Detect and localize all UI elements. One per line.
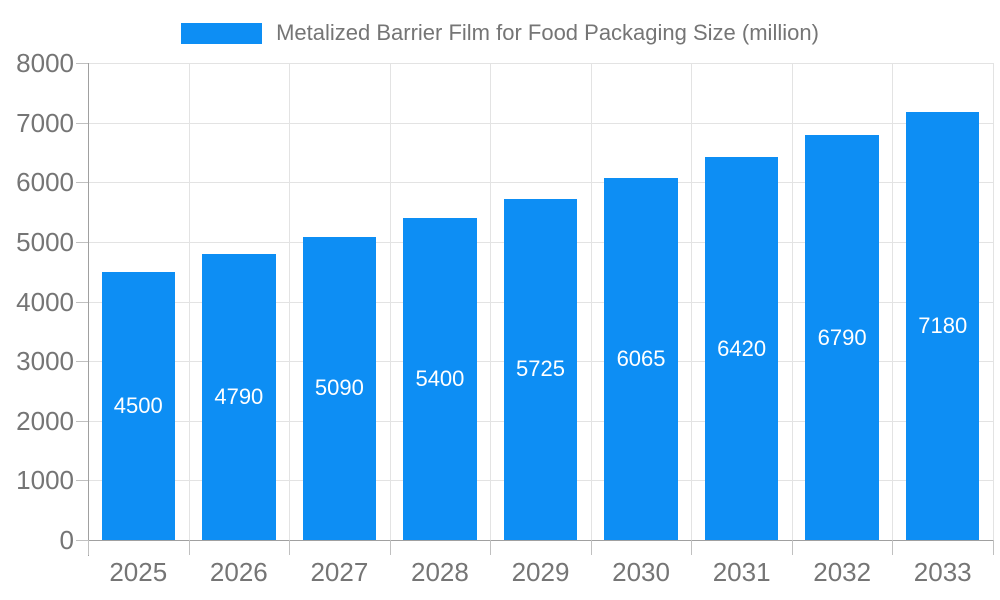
legend[interactable]: Metalized Barrier Film for Food Packagin…	[0, 20, 1000, 46]
x-axis-label: 2025	[109, 557, 168, 587]
y-axis-tick	[76, 301, 88, 303]
x-axis-label: 2030	[612, 557, 670, 587]
bar-2031[interactable]: 6420	[704, 157, 779, 540]
bar-2029[interactable]: 5725	[503, 198, 578, 540]
bar-value-label: 6420	[717, 335, 767, 361]
bar-2033[interactable]: 7180	[906, 111, 980, 540]
x-gridline	[490, 63, 492, 540]
y-axis-tick	[76, 122, 88, 124]
x-axis-label: 2028	[411, 557, 469, 587]
y-axis-tick	[76, 480, 88, 482]
y-axis-tick	[76, 420, 88, 422]
bar-2025[interactable]: 4500	[101, 271, 175, 540]
x-axis-tick	[791, 540, 793, 555]
y-gridline	[88, 63, 993, 64]
y-axis-label: 2000	[16, 405, 74, 436]
x-gridline	[188, 63, 190, 540]
bar-value-label: 5400	[415, 366, 465, 391]
x-gridline	[791, 63, 793, 540]
y-axis-label: 1000	[16, 465, 74, 496]
y-axis-label: 4000	[16, 286, 74, 317]
y-axis-label: 3000	[16, 346, 74, 377]
y-axis-tick	[76, 540, 88, 541]
x-gridline	[691, 63, 693, 540]
x-axis-label: 2026	[209, 557, 268, 587]
y-axis-label: 0	[59, 525, 74, 555]
bar-value-label: 6790	[817, 324, 867, 350]
legend-label: Metalized Barrier Film for Food Packagin…	[276, 20, 819, 45]
x-axis-label: 2029	[511, 557, 570, 587]
bar-value-label: 7180	[918, 312, 968, 338]
x-axis-label: 2033	[913, 557, 972, 587]
bar-2030[interactable]: 6065	[604, 178, 678, 540]
y-axis-line	[88, 63, 89, 556]
bar-2027[interactable]: 5090	[302, 236, 377, 540]
x-gridline	[389, 63, 391, 540]
x-axis-tick	[289, 540, 291, 555]
x-axis-tick	[188, 540, 190, 555]
legend-swatch	[181, 22, 263, 44]
bar-2032[interactable]: 6790	[805, 135, 879, 540]
x-axis-label: 2027	[310, 557, 369, 587]
y-axis-tick	[76, 182, 88, 184]
x-axis-tick	[590, 540, 592, 555]
x-gridline	[289, 63, 291, 540]
y-gridline	[88, 182, 993, 184]
x-gridline	[892, 63, 894, 540]
bar-2026[interactable]: 4790	[202, 254, 276, 540]
x-axis-tick	[691, 540, 693, 555]
x-gridline	[993, 63, 994, 540]
x-axis-tick	[993, 540, 994, 555]
y-axis-label: 7000	[16, 107, 74, 138]
bar-value-label: 5090	[314, 375, 364, 401]
y-axis-label: 8000	[16, 48, 74, 78]
x-axis-label: 2032	[813, 557, 872, 587]
y-axis-tick	[76, 241, 88, 243]
y-axis-label: 5000	[16, 226, 74, 257]
plot-area: 4500 4790 5090 5400 5725 6065 6420 6790 7180	[88, 63, 994, 540]
x-axis-tick	[490, 540, 492, 555]
x-axis-tick	[389, 540, 391, 555]
x-axis-tick	[892, 540, 894, 555]
bar-value-label: 5725	[516, 356, 565, 382]
y-axis-tick	[76, 361, 88, 363]
bar-value-label: 6065	[616, 346, 666, 372]
y-axis-tick	[76, 63, 88, 64]
x-gridline	[590, 63, 592, 540]
x-axis-label: 2031	[712, 557, 771, 587]
x-axis-tick	[88, 540, 89, 555]
bar-2028[interactable]: 5400	[403, 218, 477, 540]
y-gridline	[88, 122, 993, 124]
bar-value-label: 4790	[214, 384, 264, 410]
y-axis-label: 6000	[16, 167, 74, 198]
x-axis-line	[88, 540, 994, 541]
bar-value-label: 4500	[113, 392, 163, 418]
